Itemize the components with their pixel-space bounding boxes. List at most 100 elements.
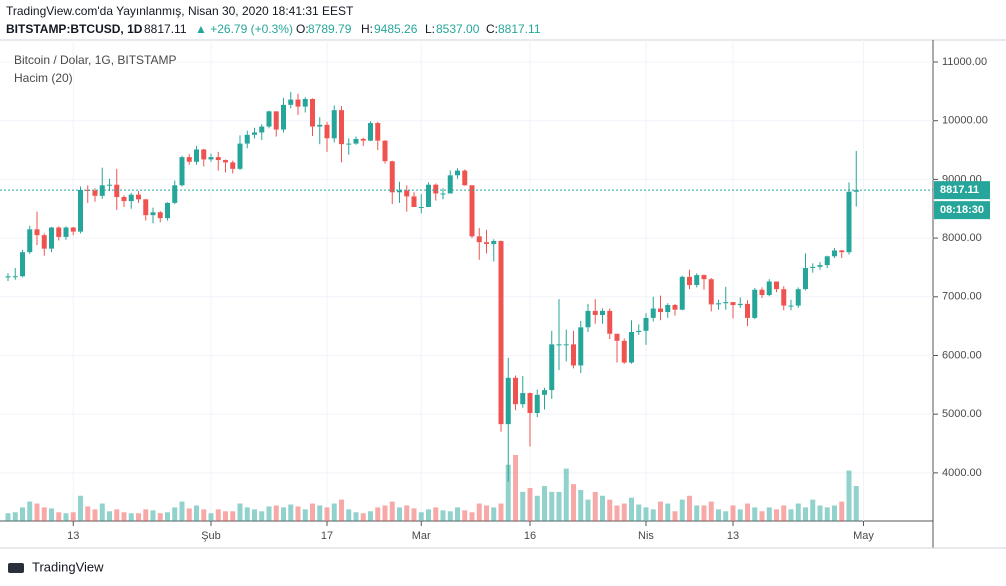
volume-bar	[186, 508, 192, 521]
candles	[5, 91, 859, 482]
candle-body	[288, 99, 294, 105]
symbol: BITSTAMP:BTCUSD, 1D	[6, 22, 143, 36]
price-tag	[934, 181, 990, 200]
volume-bar	[389, 501, 395, 521]
candle-body	[810, 266, 816, 269]
volume-bar	[360, 513, 366, 521]
volume-bar	[607, 499, 613, 521]
volume-bar	[99, 503, 105, 521]
volume-bar	[157, 513, 163, 521]
candle-body	[215, 157, 221, 161]
x-tick-label: 13	[67, 530, 79, 542]
volume-bar	[128, 513, 134, 521]
candle-body	[563, 344, 569, 346]
candle-body	[107, 184, 112, 186]
candle-body	[281, 104, 286, 130]
volume-bar	[730, 505, 736, 521]
volume-bar	[737, 509, 743, 521]
volume-bar	[339, 499, 344, 521]
volume-bar	[244, 507, 250, 521]
x-tick-label: 16	[524, 530, 536, 542]
candle-body	[788, 305, 794, 307]
volume-bar	[92, 509, 98, 521]
countdown-label: 08:18:30	[940, 204, 984, 216]
o-value: 8789.79	[308, 22, 352, 36]
volume-bar	[810, 499, 816, 521]
volume-bar	[397, 507, 402, 521]
volume-bar	[252, 509, 257, 521]
volume-bar	[433, 507, 439, 521]
volume-bar	[165, 512, 170, 521]
candle-body	[694, 275, 700, 286]
c-label: C:	[486, 22, 498, 36]
candle-body	[20, 252, 25, 277]
y-tick-label: 7000.00	[942, 291, 982, 303]
volume-bar	[658, 501, 663, 521]
volume-bar	[288, 504, 294, 521]
volume-bar	[832, 505, 837, 521]
volume-bar	[491, 507, 497, 521]
candle-body	[70, 227, 76, 232]
volume-bar	[411, 508, 417, 521]
volume-bar	[520, 491, 526, 521]
volume-bar	[223, 511, 228, 521]
candle-body	[426, 184, 431, 207]
candle-body	[636, 330, 642, 333]
candle-body	[578, 327, 584, 366]
candle-body	[85, 189, 91, 191]
volume-bar	[41, 507, 47, 521]
volume-bar	[215, 509, 221, 521]
candle-body	[491, 241, 497, 244]
candle-body	[542, 390, 547, 395]
candle-body	[27, 229, 33, 253]
volume-bar	[346, 509, 352, 521]
volume-bar	[324, 507, 330, 521]
volume-bar	[121, 512, 127, 521]
candle-body	[701, 275, 707, 280]
candle-body	[150, 212, 156, 216]
footer-brand: TradingView	[32, 559, 104, 574]
candle-body	[687, 276, 692, 286]
logo: TradingView	[8, 559, 104, 574]
candle-body	[752, 289, 758, 318]
published: TradingView.com'da Yayınlanmış, Nisan 30…	[6, 4, 354, 18]
volume-bar	[759, 511, 765, 521]
volume-bar	[150, 510, 156, 521]
candle-body	[650, 308, 656, 318]
volume-bar	[752, 507, 758, 521]
candle-body	[346, 143, 352, 145]
candle-body	[556, 344, 562, 346]
candle-body	[223, 160, 228, 163]
volume-bar	[766, 507, 772, 521]
h-value: 9485.26	[374, 22, 418, 36]
volume-bar	[469, 512, 475, 521]
volume-bar	[694, 505, 700, 521]
candle-body	[172, 185, 178, 203]
y-tick-label: 5000.00	[942, 408, 982, 420]
candle-body	[440, 193, 446, 195]
candle-body	[730, 302, 736, 306]
volume-bar	[542, 486, 547, 521]
volume-bar	[723, 511, 729, 521]
candle-body	[716, 303, 721, 305]
volume-bar	[20, 507, 25, 521]
candle-body	[571, 344, 576, 366]
candle-body	[63, 227, 69, 237]
candle-body	[78, 189, 83, 232]
volume-bar	[382, 505, 388, 521]
candle-body	[56, 227, 62, 237]
chart-title: Bitcoin / Dolar, 1G, BITSTAMP	[14, 53, 177, 67]
volume-bar	[513, 455, 518, 521]
volume-bar	[571, 484, 576, 521]
c-value: 8817.11	[498, 22, 541, 36]
candle-body	[404, 190, 410, 197]
volume-bar	[5, 513, 11, 521]
l-value: 8537.00	[436, 22, 480, 36]
o-label: O:	[296, 22, 309, 36]
candle-body	[165, 202, 170, 219]
h-label: H:	[361, 22, 373, 36]
l-label: L:	[425, 22, 435, 36]
y-tick-label: 6000.00	[942, 349, 982, 361]
candle-body	[360, 138, 366, 141]
